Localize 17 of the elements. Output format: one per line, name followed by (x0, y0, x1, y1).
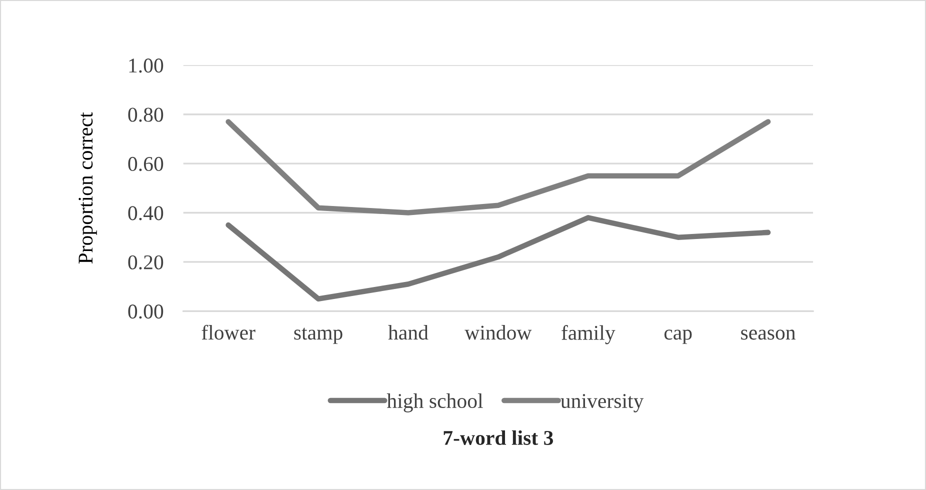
x-tick-label: season (741, 330, 796, 340)
x-tick-label: hand (388, 325, 428, 340)
x-tick-label: family (562, 325, 616, 344)
y-tick-label: 0.80 (128, 108, 164, 122)
y-tick-label: 0.40 (128, 206, 164, 220)
y-tick-label: 0.60 (128, 156, 164, 172)
x-tick-label: cap (664, 330, 692, 344)
y-axis-title: Proportion correct (78, 112, 97, 264)
legend-label: high school (386, 393, 483, 412)
y-tick-label: 1.00 (129, 58, 164, 73)
y-tick-label: 0.00 (128, 304, 164, 319)
x-tick-label: flower (202, 324, 256, 340)
x-tick-label: window (464, 325, 532, 340)
y-tick-label: 0.20 (128, 255, 164, 270)
x-tick-label: stamp (294, 328, 342, 344)
x-axis-title: 7-word list 3 (444, 430, 554, 445)
legend-label: university (560, 394, 644, 412)
